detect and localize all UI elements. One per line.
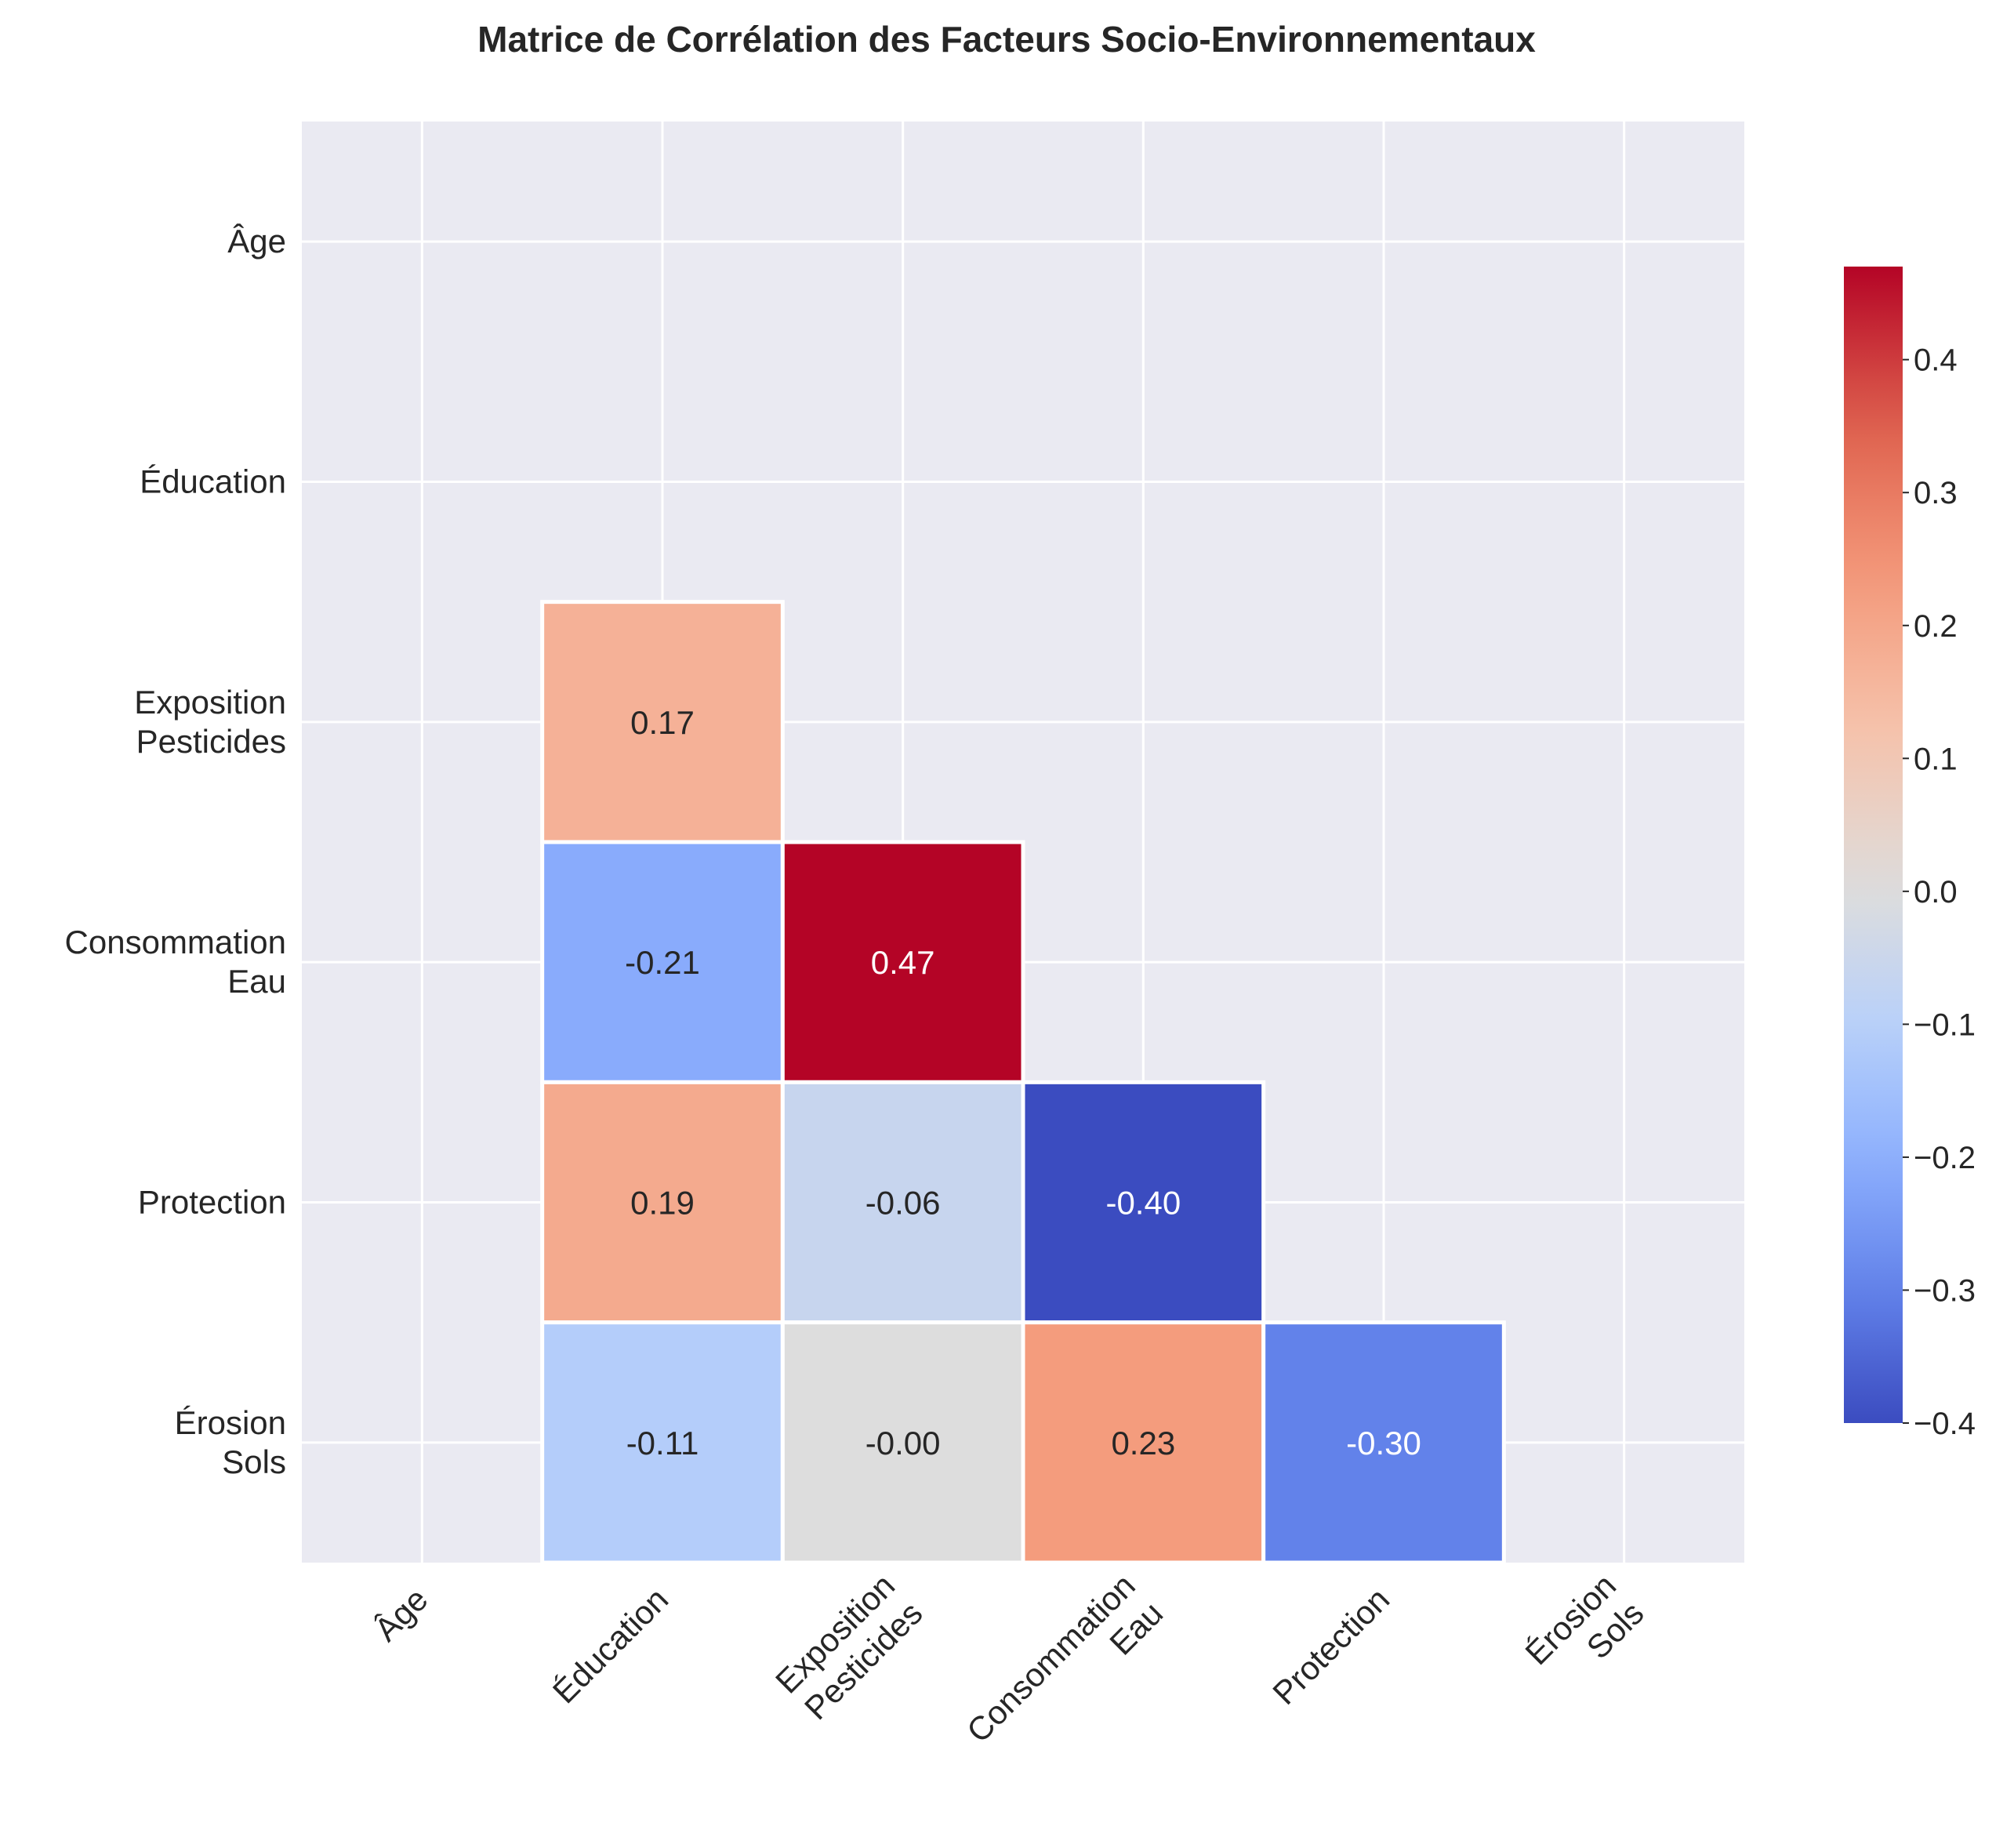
chart-title: Matrice de Corrélation des Facteurs Soci… — [477, 19, 1536, 60]
cell-value-label: -0.40 — [1105, 1185, 1181, 1222]
x-tick-label: Éducation — [546, 1581, 675, 1710]
x-tick-label-text: ConsommationEau — [960, 1567, 1170, 1777]
y-tick-label: Érosion Sols — [175, 1404, 286, 1480]
cell-value-label: 0.47 — [871, 944, 935, 981]
x-tick-label-text: ExpositionPesticides — [768, 1567, 930, 1728]
x-tick-label-text: Éducation — [546, 1581, 675, 1710]
colorbar-tick-label: 0.3 — [1914, 476, 1958, 510]
cell-value-label: 0.19 — [630, 1185, 695, 1222]
heatmap-cell — [1261, 1320, 1506, 1565]
x-tick-label: Protection — [1265, 1581, 1396, 1712]
cell-value-label: -0.11 — [626, 1425, 699, 1461]
cell-value-label: -0.06 — [865, 1185, 941, 1222]
colorbar: 0.4 0.3 0.2 0.1 0.0 −0.1 −0.2 −0.3 −0.4 — [1844, 267, 1976, 1441]
x-tick-label-text: Âge — [368, 1581, 435, 1648]
colorbar-tick-label: −0.4 — [1914, 1407, 1976, 1441]
heatmap-cell — [1021, 1320, 1266, 1565]
cell-value-label: -0.21 — [625, 944, 700, 981]
colorbar-tick-label: −0.2 — [1914, 1141, 1976, 1175]
colorbar-tick-label: 0.0 — [1914, 875, 1958, 909]
plot-area: 0.17 -0.21 0.47 0.19 -0.06 -0.40 -0.11 -0.00 0.2… — [65, 122, 1744, 1777]
y-tick-label: Éducation — [140, 463, 286, 500]
cell-value-label: 0.17 — [630, 704, 695, 741]
colorbar-tick-label: −0.1 — [1914, 1008, 1976, 1042]
x-tick-label: ExpositionPesticides — [768, 1567, 930, 1728]
cell-value-label: -0.30 — [1346, 1425, 1421, 1461]
heatmap-cell — [540, 600, 785, 844]
colorbar-gradient — [1844, 267, 1903, 1423]
x-tick-label: Âge — [368, 1581, 435, 1648]
colorbar-tick-label: 0.2 — [1914, 609, 1958, 644]
x-tick-label-text: Protection — [1265, 1581, 1396, 1712]
x-tick-label: ÉrosionSols — [1518, 1567, 1650, 1699]
heatmap-cell — [540, 1320, 785, 1565]
y-tick-label: Protection — [138, 1184, 286, 1221]
colorbar-tick-label: −0.3 — [1914, 1273, 1976, 1308]
heatmap-cell — [780, 840, 1025, 1084]
cell-value-label: 0.23 — [1111, 1425, 1175, 1461]
heatmap-cell — [540, 1080, 785, 1325]
heatmap-cell — [780, 1320, 1025, 1565]
x-tick-label: ConsommationEau — [960, 1567, 1170, 1777]
x-tick-label-text: ÉrosionSols — [1518, 1567, 1650, 1699]
cell-value-label: -0.00 — [865, 1425, 941, 1461]
colorbar-tick-label: 0.4 — [1914, 343, 1958, 378]
y-tick-label: Exposition Pesticides — [134, 684, 286, 760]
colorbar-tick-label: 0.1 — [1914, 742, 1958, 776]
y-tick-label: Consommation Eau — [65, 924, 286, 1000]
y-tick-label: Âge — [227, 223, 286, 260]
